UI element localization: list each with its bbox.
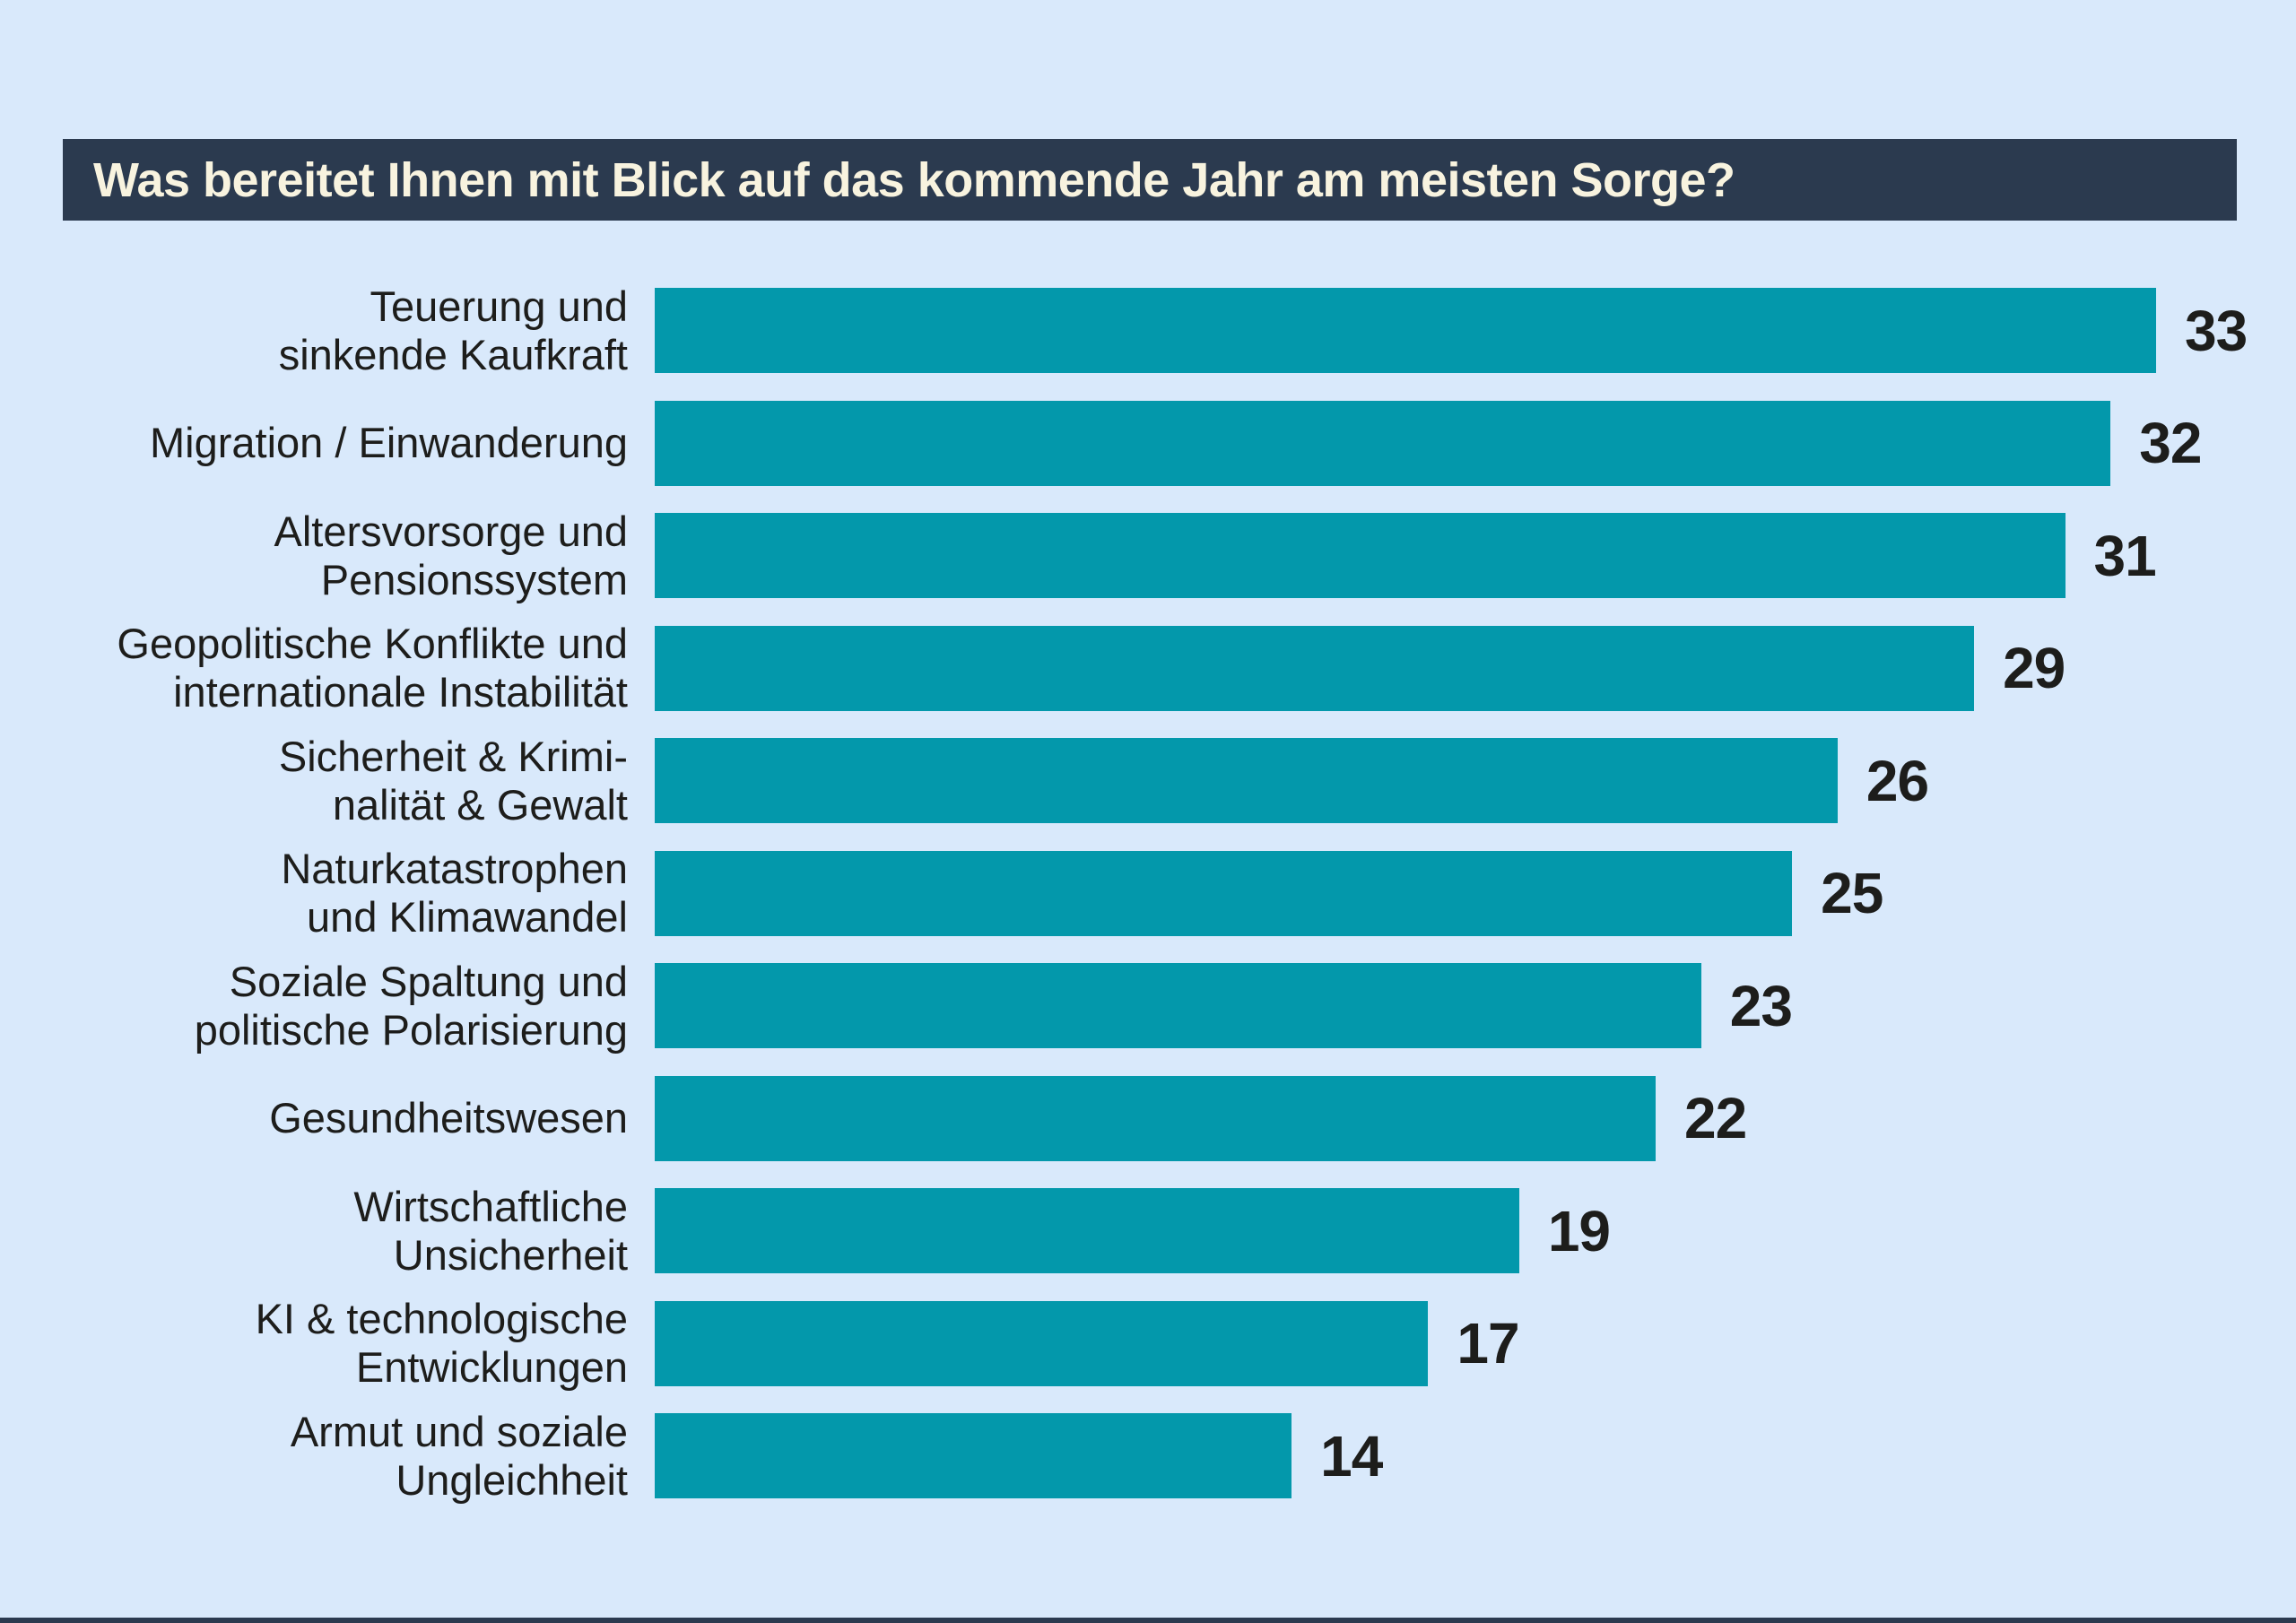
bar-category-label: Naturkatastrophen und Klimawandel [281, 845, 628, 941]
bar-category-label: Altersvorsorge und Pensionssystem [274, 507, 628, 603]
chart-title: Was bereitet Ihnen mit Blick auf das kom… [93, 152, 1735, 207]
bar-row: Gesundheitswesen 22 [0, 1075, 2296, 1161]
chart-title-bar: Was bereitet Ihnen mit Blick auf das kom… [63, 139, 2237, 221]
bar [655, 738, 1838, 823]
bar-category-label: Wirtschaftliche Unsicherheit [353, 1182, 628, 1279]
bar-chart: Teuerung und sinkende Kaufkraft 33 Migra… [0, 282, 2296, 1504]
bar-category-label: Soziale Spaltung und politische Polarisi… [194, 957, 628, 1054]
bar-row: Soziale Spaltung und politische Polarisi… [0, 958, 2296, 1054]
bottom-accent-strip [0, 1618, 2296, 1623]
bar-value-label: 29 [2003, 636, 2066, 700]
bar [655, 288, 2156, 373]
bar-value-label: 17 [1457, 1311, 1519, 1376]
bar-category-label: Migration / Einwanderung [150, 419, 628, 466]
bar-row: Armut und soziale Ungleichheit 14 [0, 1408, 2296, 1504]
bar-category-label: Teuerung und sinkende Kaufkraft [278, 282, 628, 378]
bar [655, 625, 1975, 711]
bar-category-label: Gesundheitswesen [269, 1094, 628, 1141]
bar-row: Naturkatastrophen und Klimawandel 25 [0, 845, 2296, 941]
bar [655, 400, 2111, 486]
bar [655, 1300, 1429, 1386]
bar-value-label: 22 [1684, 1086, 1747, 1150]
bar-value-label: 14 [1320, 1423, 1383, 1488]
bar-value-label: 33 [2185, 298, 2248, 363]
bar-value-label: 31 [2093, 523, 2157, 588]
bar-row: Wirtschaftliche Unsicherheit 19 [0, 1183, 2296, 1279]
bar-row: Altersvorsorge und Pensionssystem 31 [0, 508, 2296, 603]
bar-row: Migration / Einwanderung 32 [0, 400, 2296, 486]
bar-category-label: Armut und soziale Ungleichheit [290, 1407, 628, 1504]
bar-value-label: 32 [2139, 411, 2202, 475]
bar [655, 1075, 1656, 1161]
bar-category-label: Sicherheit & Krimi- nalität & Gewalt [278, 732, 628, 829]
bar-category-label: KI & technologische Entwicklungen [255, 1295, 628, 1391]
bar-value-label: 26 [1866, 748, 1929, 813]
bar [655, 1188, 1519, 1273]
bar [655, 513, 2066, 598]
bar [655, 850, 1793, 936]
bar-row: KI & technologische Entwicklungen 17 [0, 1295, 2296, 1391]
bar [655, 1413, 1292, 1498]
bar-value-label: 25 [1821, 861, 1883, 925]
bar-value-label: 19 [1547, 1198, 1611, 1263]
bar-value-label: 23 [1729, 973, 1793, 1038]
bar-category-label: Geopolitische Konflikte und internationa… [117, 620, 628, 716]
bar-row: Sicherheit & Krimi- nalität & Gewalt 26 [0, 733, 2296, 829]
bar-row: Teuerung und sinkende Kaufkraft 33 [0, 282, 2296, 378]
bar [655, 963, 1701, 1048]
bar-row: Geopolitische Konflikte und internationa… [0, 620, 2296, 716]
